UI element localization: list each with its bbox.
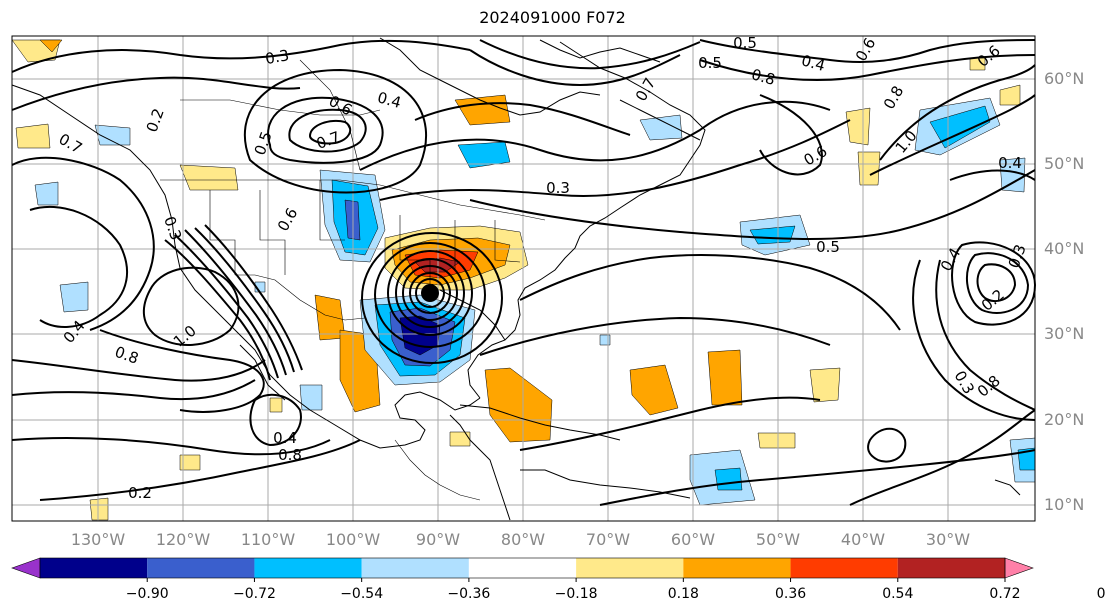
colorbar-outline: [39, 557, 1006, 579]
contour-label: 0.8: [749, 65, 777, 89]
lon-label: 110°W: [241, 530, 296, 549]
anomaly-positive: [454, 94, 511, 126]
colorbar-tick-label: −0.90: [126, 586, 169, 602]
anomaly-negative: [929, 105, 991, 149]
contour-label: 0.8: [880, 83, 908, 113]
anomaly-negative: [34, 181, 59, 206]
contour-label: 0.3: [546, 179, 570, 197]
contour-label: 0.5: [816, 238, 840, 256]
anomaly-positive: [484, 367, 553, 443]
anomaly-negative: [299, 384, 323, 411]
colorbar-segment: [254, 558, 362, 578]
contour-label: 0.3: [160, 214, 185, 243]
anomaly-positive: [757, 432, 796, 449]
lat-label: 10°N: [1044, 495, 1084, 514]
anomaly-positive: [269, 397, 283, 413]
colorbar-segment: [790, 558, 898, 578]
colorbar-extend-low: [11, 557, 41, 579]
anomaly-negative: [999, 157, 1026, 193]
contour-label: 0.7: [314, 128, 343, 153]
contour-label: 0.2: [128, 484, 152, 502]
contour-label: 0.3: [264, 46, 291, 68]
colorbar-segment: [576, 558, 684, 578]
contour-label: 1.0: [170, 322, 200, 351]
map-frame: [11, 35, 1036, 522]
contour-label: 0.5: [251, 129, 276, 158]
map-title: 2024091000 F072: [479, 8, 626, 27]
colorbar-segment: [683, 558, 791, 578]
contour-label: 0.8: [112, 343, 141, 368]
colorbar-segment: [147, 558, 255, 578]
anomaly-negative: [639, 114, 683, 141]
anomaly-negative: [714, 467, 743, 491]
contour-label: 0.8: [278, 446, 302, 464]
contour-label: 0.4: [799, 51, 827, 75]
anomaly-positive: [999, 84, 1021, 106]
colorbar-tick-label: −0.72: [233, 586, 276, 602]
contour-label: 0.4: [60, 317, 89, 347]
lat-label: 20°N: [1044, 410, 1084, 429]
colorbar-extend-high: [1004, 557, 1034, 579]
colorbar-tick-label: −0.54: [340, 586, 383, 602]
anomaly-positive: [39, 39, 63, 53]
colorbar-segment: [361, 558, 469, 578]
lat-label: 50°N: [1044, 154, 1084, 173]
lon-label: 50°W: [756, 530, 800, 549]
lat-label: 60°N: [1044, 69, 1084, 88]
contour-label: 0.5: [698, 54, 722, 72]
graticule: [12, 36, 1035, 521]
lat-label: 30°N: [1044, 324, 1084, 343]
anomaly-positive: [89, 497, 109, 521]
contour-label: 0.4: [375, 88, 403, 112]
contour-label: 0.7: [56, 130, 86, 158]
anomaly-positive: [707, 349, 743, 406]
contour-label: 0.4: [998, 154, 1022, 172]
anomaly-positive: [629, 364, 679, 416]
colorbar-segment: [897, 558, 1005, 578]
latitude-labels: 60°N 50°N 40°N 30°N 20°N 10°N: [1044, 69, 1084, 514]
contour-label: 0.5: [733, 34, 757, 52]
longitude-labels: 130°W 120°W 110°W 100°W 90°W 80°W 70°W 6…: [71, 530, 970, 549]
colorbar-segment: [468, 558, 577, 578]
colorbar-tick-label: 0.72: [989, 586, 1020, 602]
colorbar-tick-label: −0.18: [555, 586, 598, 602]
lon-label: 40°W: [841, 530, 885, 549]
contour-label: 0.3: [1005, 242, 1030, 271]
anomaly-positive: [179, 454, 201, 471]
anomaly-negative: [749, 225, 796, 245]
anomaly-positive: [449, 431, 471, 447]
colorbar-tick-label: 0.18: [668, 586, 699, 602]
lat-label: 40°N: [1044, 239, 1084, 258]
anomaly-negative: [457, 141, 511, 169]
anomaly-positive: [857, 151, 881, 186]
colorbar-tick-label: 0.90: [1097, 586, 1105, 602]
colorbar-tick-label: −0.36: [447, 586, 490, 602]
lon-label: 130°W: [71, 530, 126, 549]
contour-lines: [11, 39, 1037, 506]
anomaly-positive: [809, 367, 841, 403]
anomaly-negative: [59, 281, 89, 313]
lon-label: 60°W: [671, 530, 715, 549]
storm-center-marker: [422, 285, 438, 301]
contour-label: 0.6: [274, 205, 302, 235]
contour-label: 0.6: [801, 142, 831, 170]
lon-label: 100°W: [326, 530, 381, 549]
lon-label: 30°W: [926, 530, 970, 549]
colorbar-tick-label: 0.54: [882, 586, 913, 602]
lon-label: 70°W: [586, 530, 630, 549]
contour-label: 0.4: [273, 429, 297, 447]
anomaly-positive: [845, 107, 871, 146]
lon-label: 90°W: [416, 530, 460, 549]
anomaly-positive: [15, 123, 51, 149]
contour-label: 0.6: [852, 35, 880, 65]
contour-label: 0.6: [326, 92, 356, 120]
colorbar: −0.90 −0.72 −0.54 −0.36 −0.18 0.18 0.36 0.54 0.7…: [11, 557, 1105, 602]
contour-label: 0.2: [143, 106, 168, 135]
colorbar-tick-label: 0.36: [775, 586, 806, 602]
colorbar-segment: [40, 558, 148, 578]
lon-label: 120°W: [156, 530, 211, 549]
anomaly-positive: [179, 164, 239, 191]
lon-label: 80°W: [501, 530, 545, 549]
